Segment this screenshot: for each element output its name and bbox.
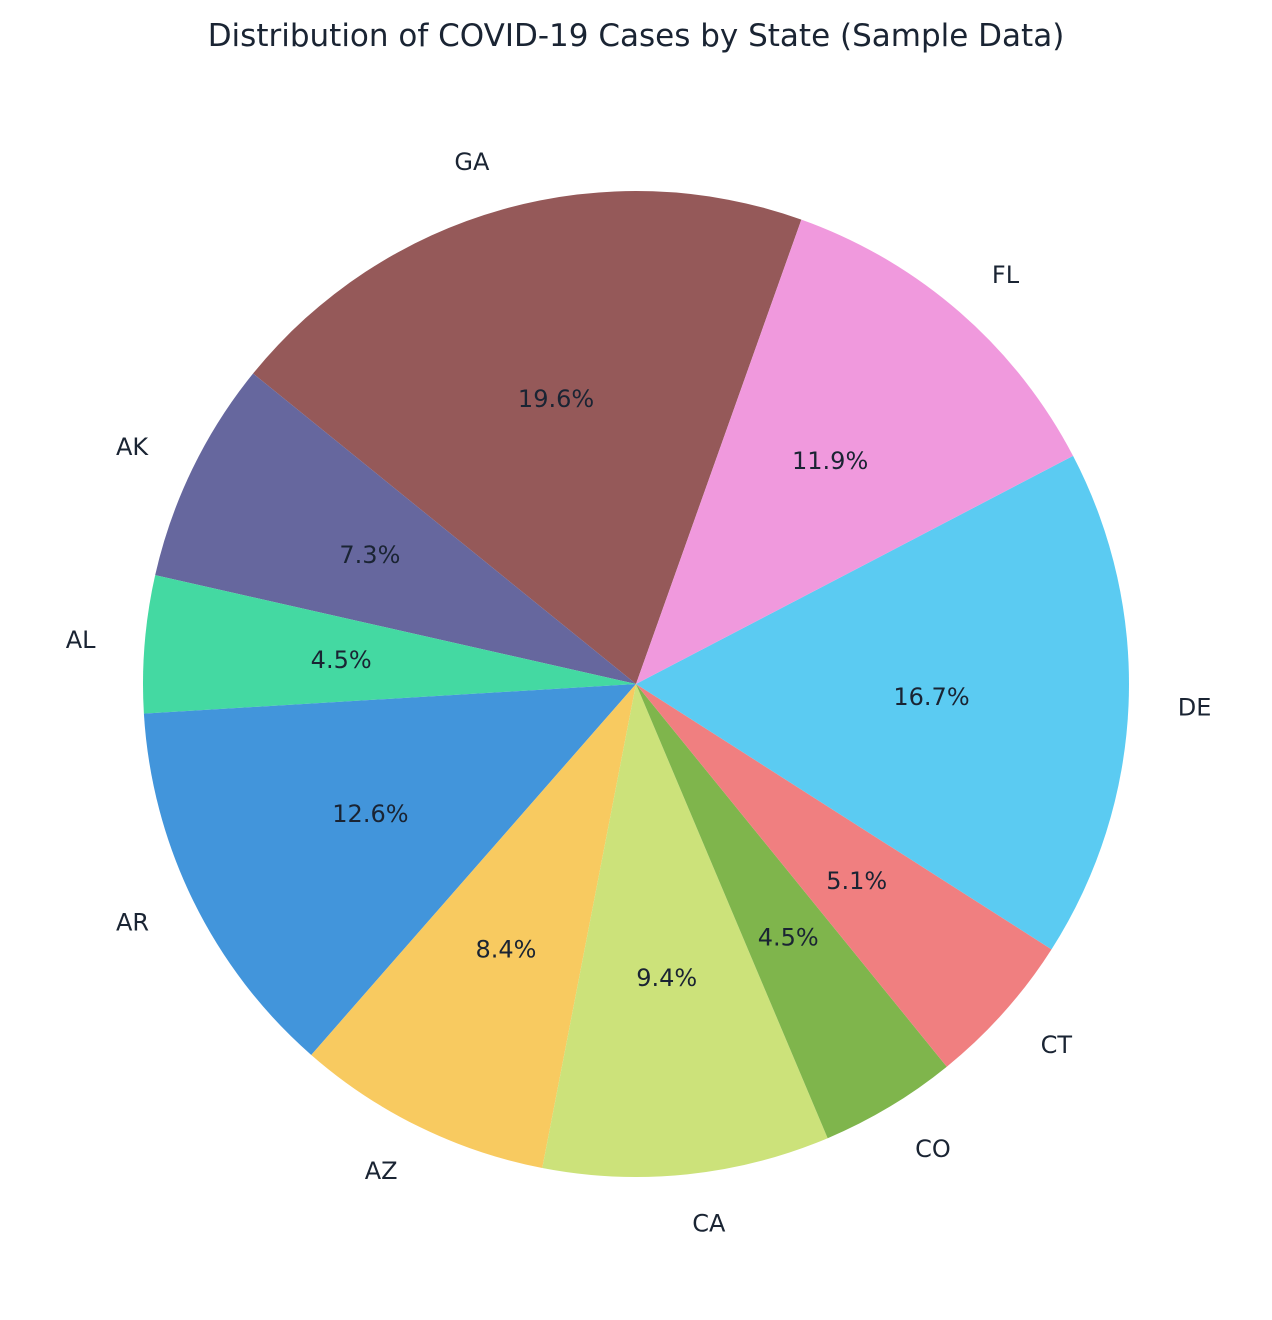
category-label-ak: AK <box>116 433 149 461</box>
category-labels: GA AK AL AR AZ CA CO CT DE FL <box>66 148 1212 1237</box>
pie-slice-az <box>311 684 636 1169</box>
category-label-ct: CT <box>1041 1031 1073 1059</box>
percent-label-fl: 11.9% <box>792 447 868 475</box>
percent-label-al: 4.5% <box>311 646 372 674</box>
pie-slice-co <box>636 684 947 1139</box>
pie-slice-ar <box>143 684 636 1055</box>
pie-slice-ak <box>155 373 636 684</box>
category-label-ca: CA <box>692 1209 726 1237</box>
percent-labels: 19.6% 7.3% 4.5% 12.6% 8.4% 9.4% 4.5% 5.1% 16.7% 1… <box>311 385 970 992</box>
percent-label-az: 8.4% <box>475 936 536 964</box>
category-label-fl: FL <box>992 261 1020 289</box>
chart-title: Distribution of COVID-19 Cases by State … <box>207 18 1065 54</box>
pie-slice-ct <box>636 684 1052 1067</box>
percent-label-ga: 19.6% <box>518 385 594 413</box>
pie-slice-fl <box>636 219 1074 684</box>
percent-label-ca: 9.4% <box>636 964 697 992</box>
category-label-al: AL <box>66 626 96 654</box>
pie-slice-ca <box>542 684 828 1177</box>
category-label-ar: AR <box>116 909 149 937</box>
percent-label-co: 4.5% <box>758 924 819 952</box>
pie-slice-ga <box>253 191 802 684</box>
percent-label-ar: 12.6% <box>332 800 408 828</box>
percent-label-ak: 7.3% <box>339 541 400 569</box>
pie-slices <box>142 191 1129 1177</box>
category-label-co: CO <box>915 1135 951 1163</box>
pie-slice-al <box>142 575 636 714</box>
category-label-az: AZ <box>365 1157 398 1185</box>
percent-label-ct: 5.1% <box>826 867 887 895</box>
category-label-de: DE <box>1178 694 1212 722</box>
pie-slice-de <box>636 455 1129 950</box>
percent-label-de: 16.7% <box>893 683 969 711</box>
category-label-ga: GA <box>454 148 490 176</box>
